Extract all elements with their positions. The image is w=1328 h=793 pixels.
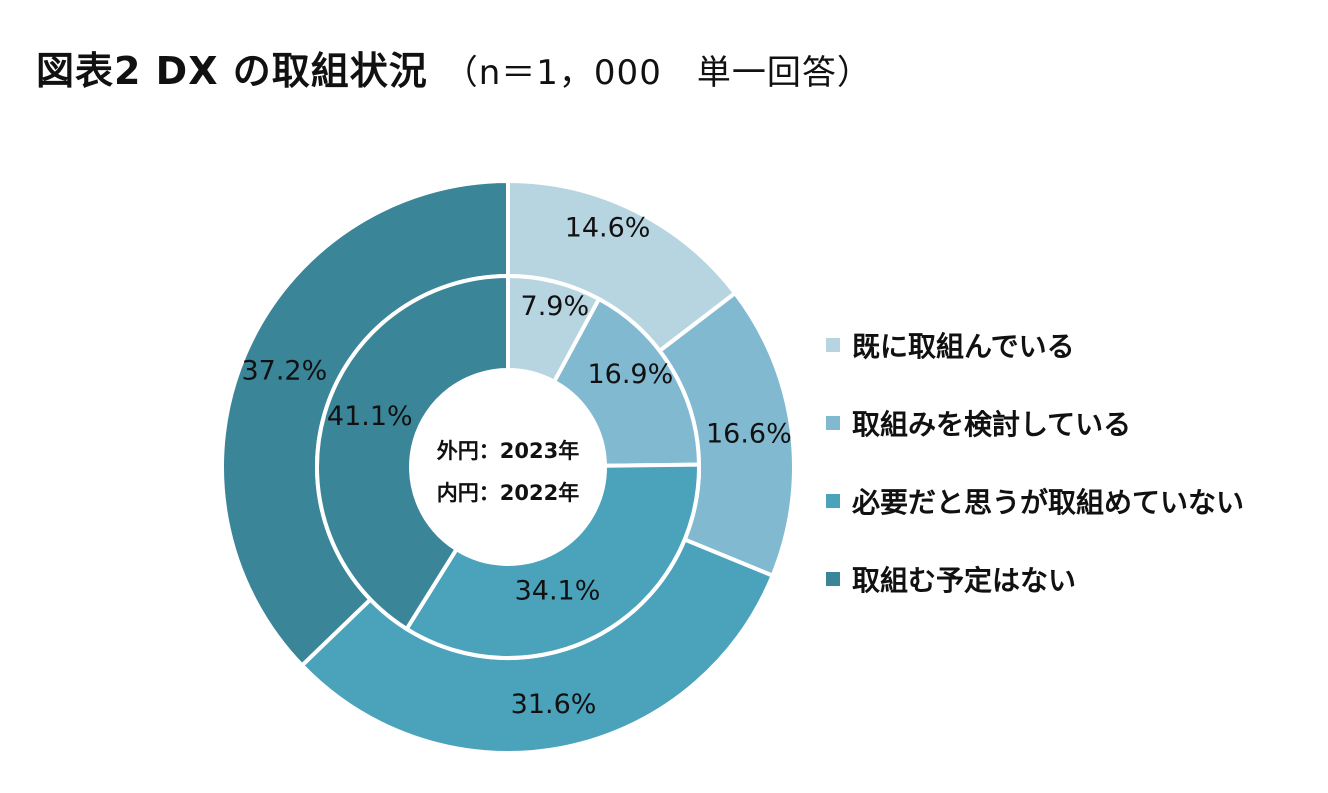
legend-swatch: [826, 416, 840, 430]
data-label: 31.6%: [511, 689, 597, 720]
legend-label: 取組みを検討している: [852, 408, 1132, 441]
data-label: 7.9%: [521, 291, 590, 322]
data-labels: 14.6% 16.6% 31.6% 37.2% 7.9% 16.9% 34.1% 41.1%: [241, 213, 791, 721]
data-label: 16.6%: [706, 419, 792, 450]
legend-label: 取組む予定はない: [852, 564, 1077, 597]
data-label: 34.1%: [515, 575, 601, 606]
legend-item: 既に取組んでいる: [826, 325, 1244, 365]
data-label: 37.2%: [241, 355, 327, 386]
legend-swatch: [826, 572, 840, 586]
legend-label: 既に取組んでいる: [852, 330, 1075, 363]
chart-title: 図表2 DX の取組状況 （n＝1，000 単一回答）: [36, 40, 872, 95]
legend-item: 取組む予定はない: [826, 559, 1244, 599]
chart-title-sub: （n＝1，000 単一回答）: [443, 53, 872, 93]
inner-ring: [315, 273, 702, 660]
chart-title-main: 図表2 DX の取組状況: [36, 49, 428, 93]
center-label-inner: 内円：2022年: [437, 481, 579, 505]
outer-ring: [220, 178, 796, 755]
data-label: 41.1%: [327, 401, 413, 432]
data-label: 14.6%: [565, 213, 651, 244]
data-label: 16.9%: [587, 359, 673, 390]
legend-item: 取組みを検討している: [826, 403, 1244, 443]
legend-swatch: [826, 338, 840, 352]
legend: 既に取組んでいる 取組みを検討している 必要だと思うが取組めていない 取組む予定…: [826, 325, 1244, 637]
inner-slice: [403, 462, 701, 660]
legend-item: 必要だと思うが取組めていない: [826, 481, 1244, 521]
center-label-outer: 外円：2023年: [437, 439, 579, 463]
inner-slice: [551, 296, 702, 468]
legend-label: 必要だと思うが取組めていない: [852, 486, 1245, 519]
legend-swatch: [826, 494, 840, 508]
inner-slice: [315, 273, 510, 632]
